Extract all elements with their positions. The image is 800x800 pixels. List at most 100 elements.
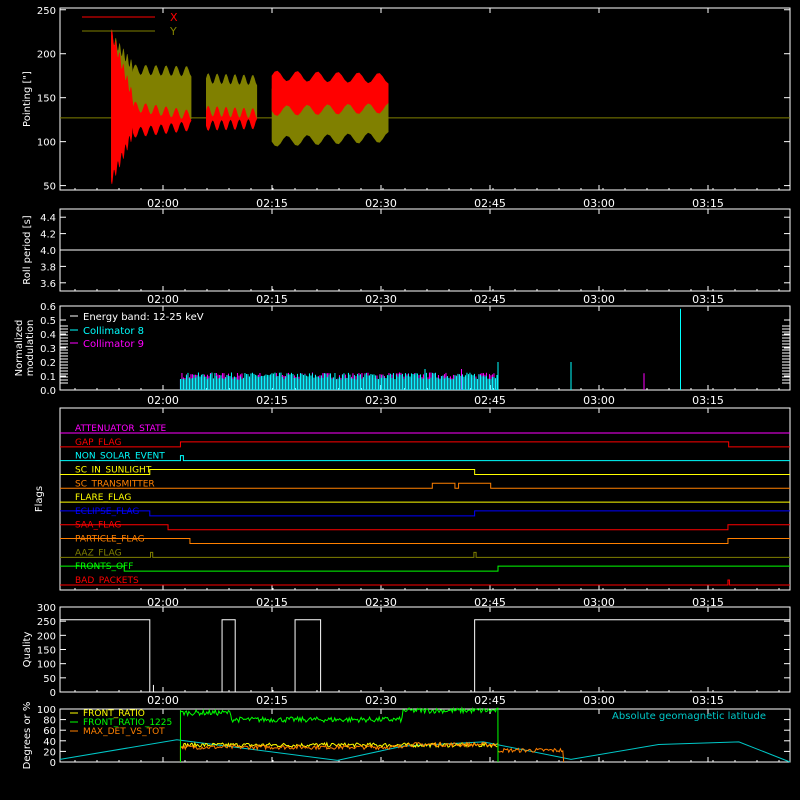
y-tick-label: 20 <box>43 747 56 758</box>
flag-trace <box>60 482 790 489</box>
x-tick-label: 02:15 <box>256 197 288 210</box>
y-tick-label: 4.2 <box>40 230 56 241</box>
series-collimator-9-bars <box>179 369 645 390</box>
flag-label: BAD_PACKETS <box>75 576 139 586</box>
flag-label: GAP_FLAG <box>75 438 121 448</box>
x-tick-label: 03:15 <box>692 694 724 707</box>
x-tick-label: 02:45 <box>474 197 506 210</box>
x-tick-label: 03:15 <box>692 596 724 609</box>
x-tick-label: 03:15 <box>692 394 724 407</box>
y-tick-label: 50 <box>43 674 56 685</box>
series-x-band <box>133 101 192 138</box>
flag-label: ECLIPSE_FLAG <box>75 507 139 517</box>
y-tick-label: 60 <box>43 726 56 737</box>
y-tick-label: 200 <box>37 631 56 642</box>
edge-hatch <box>60 325 790 384</box>
flag-trace <box>60 441 790 448</box>
y-tick-label: 0.1 <box>40 372 56 383</box>
legend-label: FRONT_RATIO_1225 <box>83 718 172 728</box>
front-ratio-line <box>180 741 498 749</box>
y-tick-label: 0.0 <box>40 386 56 397</box>
y-tick-label: 0.3 <box>40 344 56 355</box>
y-tick-label: 4.0 <box>40 246 56 257</box>
x-tick-label: 03:15 <box>692 293 724 306</box>
x-tick-label: 02:15 <box>256 694 288 707</box>
quality-trace <box>60 619 790 693</box>
y-tick-label: 300 <box>37 603 56 614</box>
y-tick-label: 0 <box>50 758 56 769</box>
front-ratio-1225-line <box>179 706 499 763</box>
legend-label: Collimator 8 <box>83 326 144 337</box>
x-tick-label: 03:00 <box>583 394 615 407</box>
y-axis-label: Degrees or % <box>22 702 33 770</box>
x-tick-label: 03:00 <box>583 694 615 707</box>
x-tick-label: 02:00 <box>147 394 179 407</box>
flag-trace <box>60 538 790 545</box>
y-tick-label: 80 <box>43 716 56 727</box>
y-tick-label: 200 <box>37 50 56 61</box>
flag-trace <box>60 565 790 572</box>
y-tick-label: 100 <box>37 138 56 149</box>
y-tick-label: 0.5 <box>40 316 56 327</box>
y-tick-label: 40 <box>43 737 56 748</box>
y-axis-label: Quality <box>22 632 33 668</box>
y-tick-label: 0.6 <box>40 302 56 313</box>
plot-frame <box>59 708 791 763</box>
x-tick-label: 02:45 <box>474 394 506 407</box>
y-tick-label: 50 <box>43 182 56 193</box>
y-tick-label: 3.6 <box>40 279 56 290</box>
flag-trace <box>60 455 790 462</box>
y-axis-label: Flags <box>34 486 45 512</box>
flag-trace <box>60 551 790 558</box>
max-det-vs-tot-line <box>179 741 565 763</box>
x-tick-label: 03:00 <box>583 596 615 609</box>
x-tick-label: 02:30 <box>365 596 397 609</box>
legend-label: MAX_DET_VS_TOT <box>83 727 165 737</box>
series-x-band <box>111 29 133 185</box>
x-tick-label: 02:30 <box>365 394 397 407</box>
x-tick-label: 02:15 <box>256 596 288 609</box>
x-tick-label: 02:30 <box>365 694 397 707</box>
legend-label: X <box>170 11 178 24</box>
flag-trace <box>60 510 790 517</box>
x-tick-label: 02:45 <box>474 694 506 707</box>
x-tick-label: 02:00 <box>147 596 179 609</box>
y-tick-label: 4.4 <box>40 213 56 224</box>
x-tick-label: 02:00 <box>147 694 179 707</box>
plot-frame <box>59 407 791 591</box>
x-tick-label: 02:45 <box>474 596 506 609</box>
legend-label-right: Absolute geomagnetic latitude <box>612 711 766 722</box>
x-tick-label: 02:30 <box>365 293 397 306</box>
y-tick-label: 100 <box>37 660 56 671</box>
x-tick-label: 02:15 <box>256 394 288 407</box>
x-tick-label: 02:00 <box>147 197 179 210</box>
series-x-band <box>271 70 389 116</box>
flag-label: SC_TRANSMITTER <box>75 479 155 489</box>
x-tick-label: 03:00 <box>583 197 615 210</box>
y-axis-label-line: Normalized <box>14 320 25 377</box>
y-axis-label: Pointing ["] <box>22 71 33 127</box>
y-tick-label: 3.8 <box>40 262 56 273</box>
series-collimator-8-bars <box>179 308 681 390</box>
flag-label: FRONTS_OFF <box>75 562 133 572</box>
y-tick-label: 250 <box>37 6 56 17</box>
geomagnetic-latitude-line <box>59 739 791 763</box>
flag-label: SAA_FLAG <box>75 521 121 531</box>
x-tick-label: 02:00 <box>147 293 179 306</box>
x-tick-label: 03:15 <box>692 197 724 210</box>
flag-trace <box>60 468 790 475</box>
series-x-band <box>206 105 258 131</box>
y-tick-label: 0.2 <box>40 358 56 369</box>
y-tick-label: 100 <box>37 705 56 716</box>
legend-label: FRONT_RATIO <box>83 709 145 719</box>
flag-trace <box>60 579 790 586</box>
flag-label: FLARE_FLAG <box>75 493 131 503</box>
y-tick-label: 250 <box>37 617 56 628</box>
x-tick-label: 02:15 <box>256 293 288 306</box>
x-tick-label: 02:45 <box>474 293 506 306</box>
flag-label: NON_SOLAR_EVENT <box>75 452 165 462</box>
y-tick-label: 150 <box>37 646 56 657</box>
plot-frame <box>59 7 791 191</box>
y-tick-label: 0.4 <box>40 330 56 341</box>
